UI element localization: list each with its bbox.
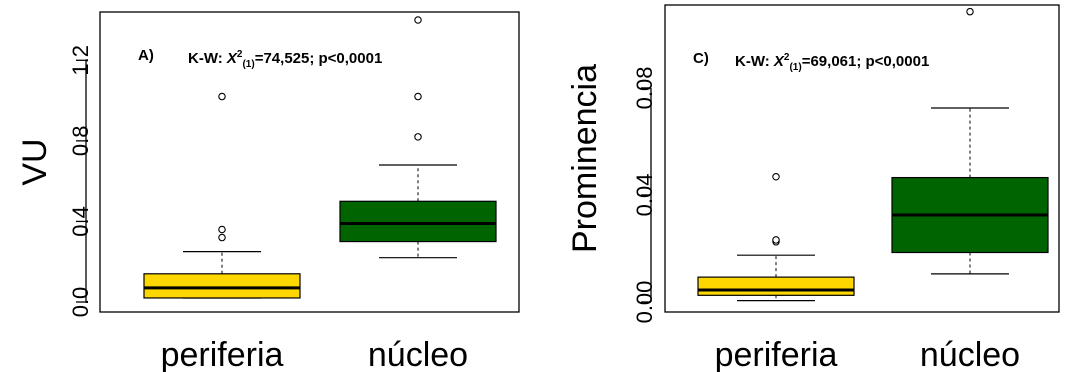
kw-sub: (1) [242,59,254,70]
y-tick-label: 0.0 [68,287,93,318]
y-axis-title: Prominencia [566,64,604,253]
box-body [697,276,855,296]
x-category-label: núcleo [920,336,1020,372]
kw-sup: 2 [784,52,790,63]
y-axis-title: VU [16,138,54,185]
x-category-label: periferia [161,336,284,372]
panel-label: C) [693,50,709,67]
box-periferia [697,173,855,302]
outlier-point [772,236,780,244]
outlier-point [414,16,422,24]
chart-panel-1: 0.0 0.4 0.8 1.2 VU periferia núcleo A) K-W: X2(1… [16,11,520,372]
x-category-label: núcleo [368,336,468,372]
outlier-point [218,225,226,234]
outlier-point [966,7,974,16]
y-tick-label: 0.00 [632,281,657,324]
box-body [143,273,301,299]
kw-prefix: K-W: [735,53,774,70]
kw-annotation: K-W: X2(1)=74,525; p<0,0001 [188,49,382,70]
box-periferia [143,92,301,299]
box-núcleo [891,7,1049,275]
plot-frame [99,11,520,313]
y-tick-label: 0.08 [632,67,657,110]
kw-annotation: K-W: X2(1)=69,061; p<0,0001 [735,52,929,73]
x-category-label: periferia [715,336,838,372]
outlier-point [218,92,226,101]
kw-rest: =69,061; p<0,0001 [802,53,930,70]
y-tick-label: 1.2 [68,45,93,76]
plot-frame [664,4,1060,313]
kw-prefix: K-W: [188,50,227,67]
panel-label: A) [138,47,154,64]
box-núcleo [339,16,497,259]
box-body [339,200,497,243]
outlier-point [218,233,226,242]
chart-panel-2: 0.00 0.04 0.08 Prominencia periferia núcleo C)… [566,4,1060,372]
y-tick-label: 0.8 [68,126,93,157]
kw-rest: =74,525; p<0,0001 [255,50,383,67]
y-tick-label: 0.04 [632,174,657,217]
outlier-point [414,92,422,101]
kw-stat: X [773,53,785,70]
outlier-point [414,133,422,141]
kw-sup: 2 [237,49,243,60]
outlier-point [772,173,780,181]
kw-sub: (1) [789,62,801,73]
y-tick-label: 0.4 [68,206,93,237]
kw-stat: X [226,50,238,67]
